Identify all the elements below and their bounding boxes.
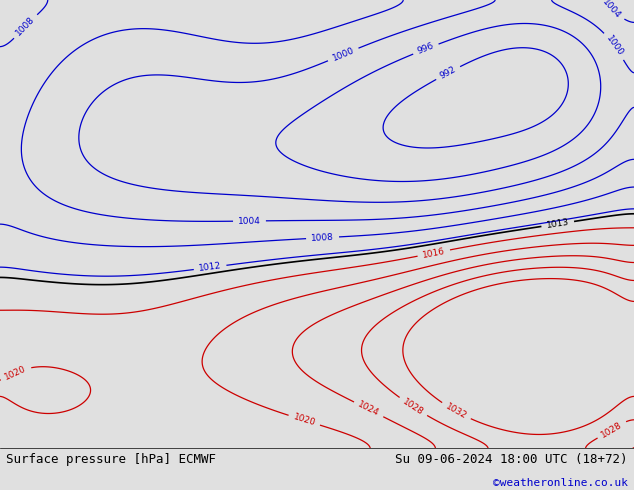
- Text: 1032: 1032: [444, 402, 469, 421]
- Text: 1008: 1008: [14, 15, 37, 38]
- Text: 1020: 1020: [292, 413, 316, 428]
- Text: 992: 992: [439, 65, 458, 81]
- Text: 1020: 1020: [3, 364, 28, 382]
- Text: 1028: 1028: [600, 420, 624, 440]
- Text: 1004: 1004: [600, 0, 623, 21]
- Text: 1028: 1028: [401, 397, 425, 417]
- Text: 1024: 1024: [356, 400, 381, 418]
- Text: Surface pressure [hPa] ECMWF: Surface pressure [hPa] ECMWF: [6, 453, 216, 466]
- Text: ©weatheronline.co.uk: ©weatheronline.co.uk: [493, 478, 628, 488]
- Text: 1016: 1016: [422, 246, 446, 260]
- Text: 996: 996: [416, 42, 436, 56]
- Text: 1004: 1004: [238, 217, 261, 226]
- Text: 1012: 1012: [198, 262, 222, 273]
- Text: 1008: 1008: [311, 233, 334, 243]
- Text: 1000: 1000: [604, 34, 625, 58]
- Text: Su 09-06-2024 18:00 UTC (18+72): Su 09-06-2024 18:00 UTC (18+72): [395, 453, 628, 466]
- Text: 1000: 1000: [331, 46, 356, 63]
- Text: 1013: 1013: [546, 218, 570, 230]
